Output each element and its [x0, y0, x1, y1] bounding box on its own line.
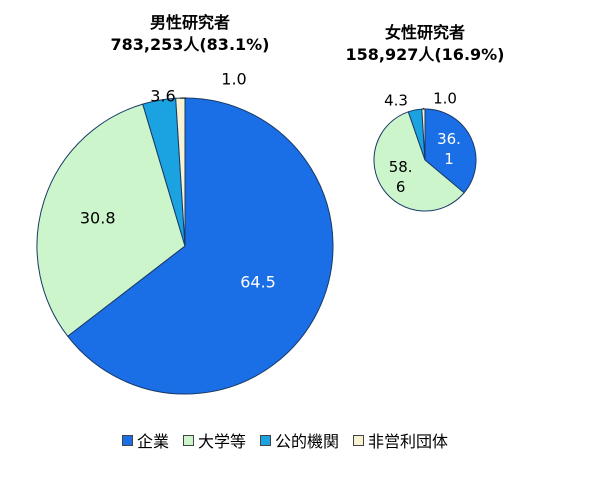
legend-swatch-university [183, 434, 195, 446]
legend-item-public: 公的機関 [260, 428, 339, 452]
legend-item-nonprofit: 非営利団体 [353, 428, 448, 452]
legend-swatch-company [122, 434, 133, 446]
female-label-nonprofit: 1.0 [433, 89, 457, 107]
female-label-company: 36. 1 [437, 130, 461, 168]
legend-item-university: 大学等 [183, 428, 246, 452]
legend-label-university: 大学等 [198, 432, 247, 451]
female-slice-nonprofit [421, 108, 426, 161]
female-slice-company [424, 108, 477, 194]
female-chart-title: 女性研究者 158,927人(16.9%) [330, 22, 520, 66]
male-pie: 64.5 30.8 3.6 1.0 [36, 70, 334, 395]
male-title-text: 男性研究者 [149, 13, 230, 32]
legend-swatch-nonprofit [353, 434, 365, 446]
female-title-text: 女性研究者 [384, 23, 465, 42]
female-label-public: 4.3 [384, 91, 408, 109]
legend: 企業 大学等 公的機関 非営利団体 [122, 428, 448, 452]
male-subtitle-text: 783,253人(83.1%) [110, 35, 270, 54]
male-slice-university [36, 103, 186, 337]
legend-label-company: 企業 [137, 432, 170, 451]
female-leader-nonprofit [422, 107, 425, 110]
female-pie: 36. 1 58. 6 4.3 1.0 [373, 89, 477, 212]
legend-item-company: 企業 [122, 428, 169, 452]
female-slice-university [373, 111, 465, 212]
female-subtitle-text: 158,927人(16.9%) [345, 45, 505, 64]
female-label-university: 58. 6 [389, 158, 413, 196]
male-label-nonprofit: 1.0 [221, 70, 246, 89]
male-chart-title: 男性研究者 783,253人(83.1%) [90, 12, 290, 56]
legend-label-nonprofit: 非営利団体 [368, 432, 449, 451]
male-label-university: 30.8 [80, 208, 116, 227]
male-label-public: 3.6 [150, 87, 175, 106]
legend-label-public: 公的機関 [275, 432, 340, 451]
male-label-company: 64.5 [240, 273, 276, 292]
legend-swatch-public [260, 434, 272, 446]
male-slice-company [66, 97, 334, 395]
